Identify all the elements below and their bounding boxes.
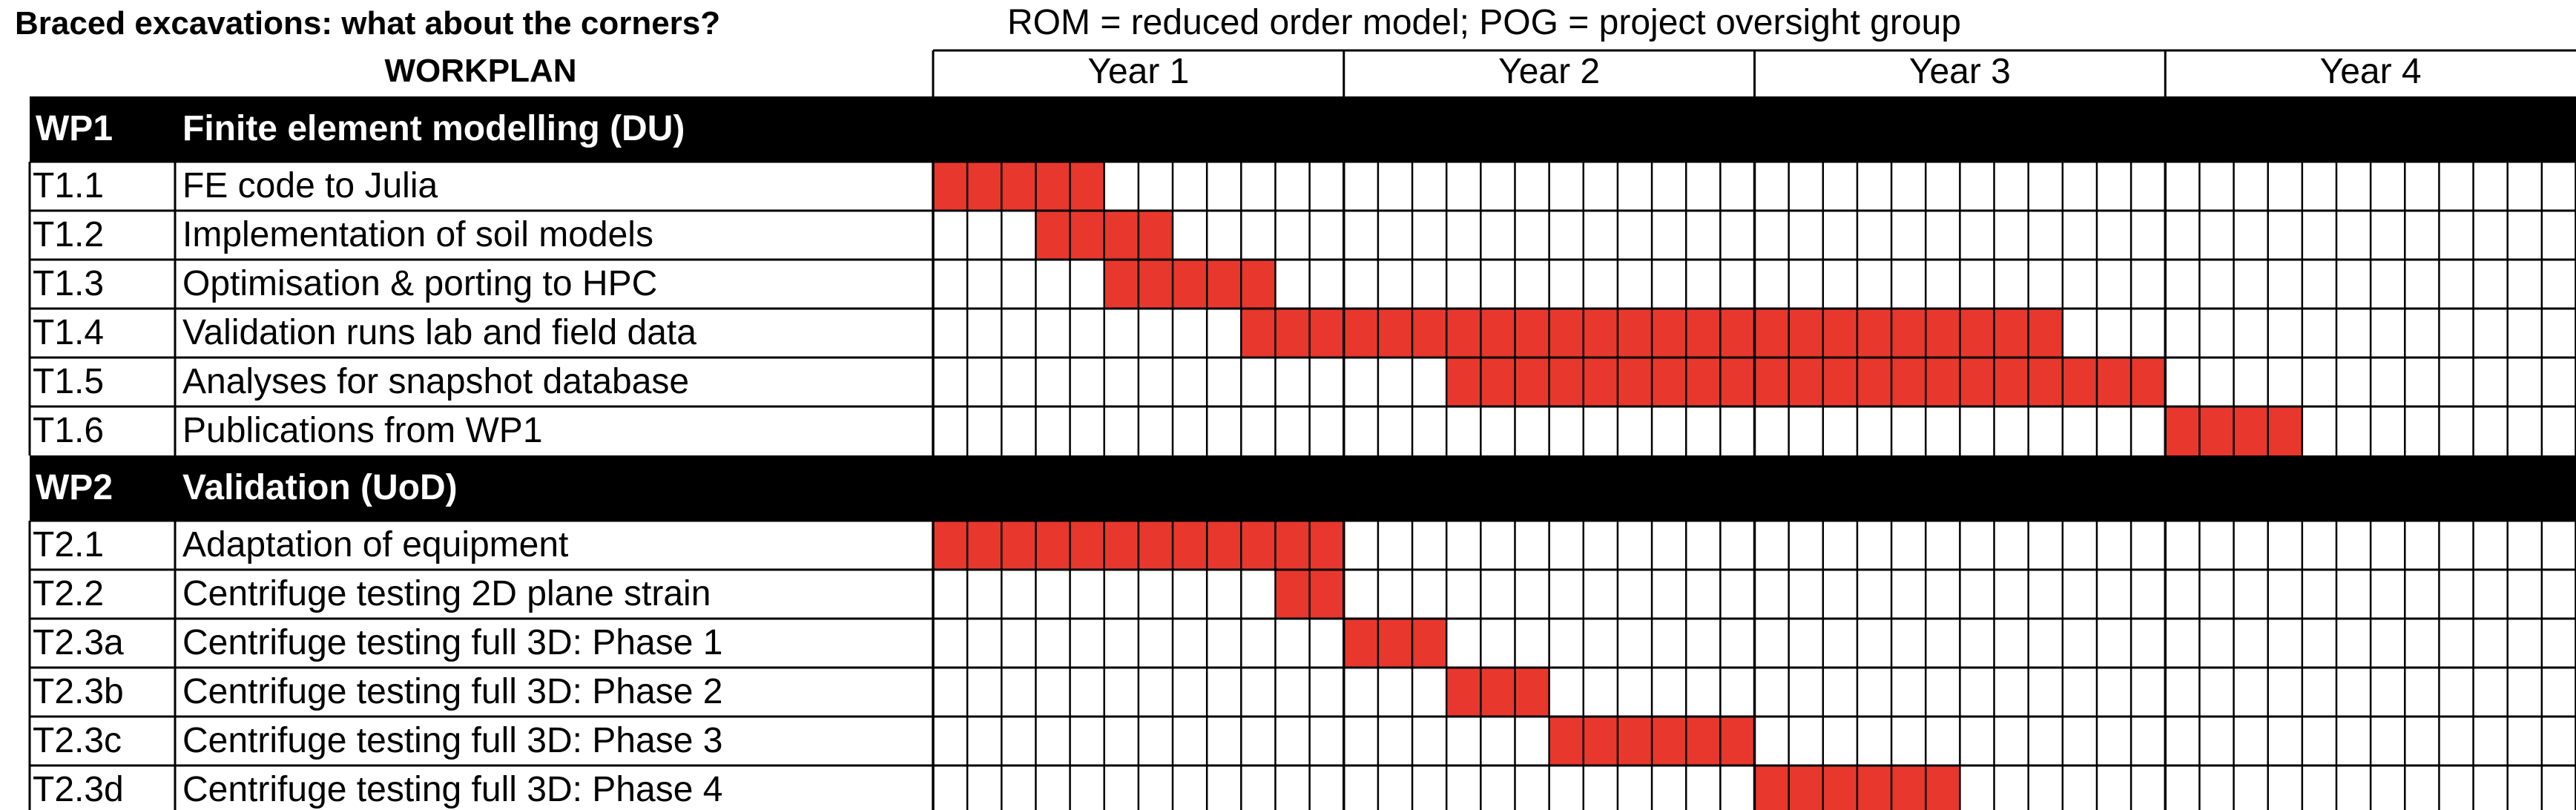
- task-code: T1.2: [33, 215, 104, 254]
- task-code: T2.1: [33, 525, 104, 564]
- task-label: Centrifuge testing full 3D: Phase 2: [182, 672, 722, 711]
- year-label: Year 3: [1909, 52, 2011, 91]
- year-label: Year 4: [2320, 52, 2422, 91]
- task-bar: [1104, 260, 1276, 309]
- task-label: Optimisation & porting to HPC: [182, 264, 657, 303]
- month-grid: [28, 160, 2576, 810]
- task-rows: WP1 Finite element modelling (DU) T1.1 FE c…: [30, 96, 2576, 810]
- task-label: Publications from WP1: [182, 411, 543, 450]
- task-label: Centrifuge testing full 3D: Phase 1: [182, 623, 722, 662]
- task-bar: [1446, 668, 1549, 717]
- task-label: Centrifuge testing full 3D: Phase 4: [182, 770, 722, 809]
- task-code: T1.6: [33, 411, 104, 450]
- year-label: Year 1: [1087, 52, 1189, 91]
- task-code: T2.3d: [33, 770, 124, 809]
- task-code: T1.1: [33, 166, 104, 205]
- task-bar: [1446, 358, 2166, 406]
- chart-title: Braced excavations: what about the corne…: [15, 5, 720, 42]
- task-bar: [1343, 619, 1447, 668]
- year-header: Year 1 Year 2 Year 3 Year 4: [932, 49, 2576, 96]
- task-code: T2.3b: [33, 672, 124, 711]
- task-code: T1.4: [33, 313, 104, 352]
- task-label: Centrifuge testing 2D plane strain: [182, 574, 711, 613]
- year-label: Year 2: [1498, 52, 1600, 91]
- task-label: Analyses for snapshot database: [182, 362, 689, 401]
- task-label: FE code to Julia: [182, 166, 438, 205]
- task-code: T1.5: [33, 362, 104, 401]
- task-code: T2.3a: [33, 623, 124, 662]
- chart-note: ROM = reduced order model; POG = project…: [1007, 3, 1961, 42]
- task-label: Centrifuge testing full 3D: Phase 3: [182, 721, 722, 760]
- task-code: T1.3: [33, 264, 104, 303]
- task-label: Implementation of soil models: [182, 215, 653, 254]
- wp-title: Validation (UoD): [182, 468, 458, 507]
- wp-code: WP1: [36, 109, 113, 148]
- wp-code: WP2: [36, 468, 113, 507]
- wp-title: Finite element modelling (DU): [182, 109, 685, 148]
- task-code: T2.2: [33, 574, 104, 613]
- wp-header-band: [30, 96, 2576, 162]
- wp-header-band: [30, 455, 2576, 521]
- task-label: Adaptation of equipment: [182, 525, 568, 564]
- task-code: T2.3c: [33, 721, 122, 760]
- chart-subtitle: WORKPLAN: [384, 53, 576, 89]
- task-label: Validation runs lab and field data: [182, 313, 696, 352]
- task-bar: [933, 162, 1104, 211]
